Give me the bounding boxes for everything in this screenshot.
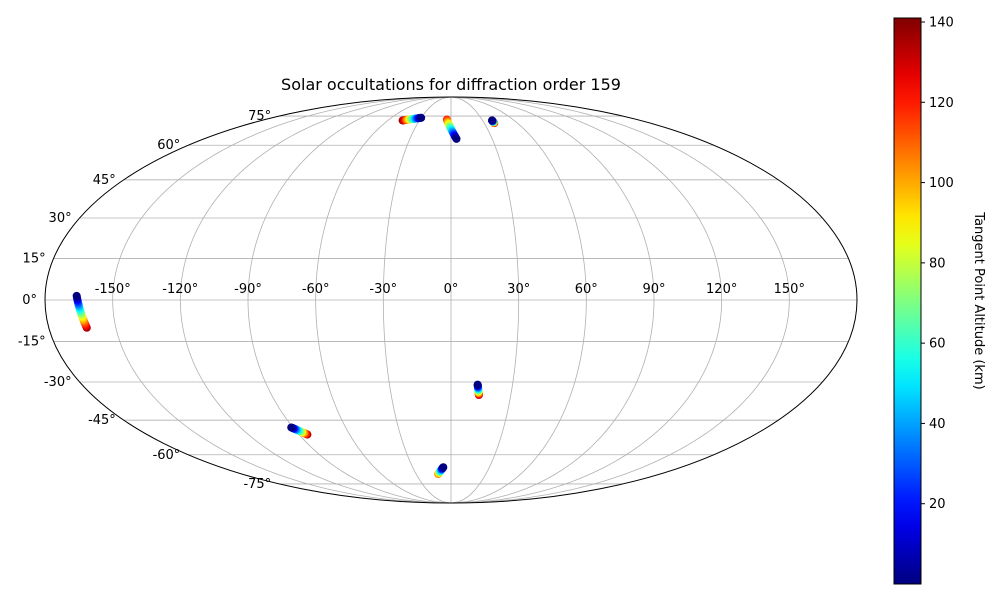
meridian-line <box>179 96 452 504</box>
latitude-tick-label: -75° <box>243 477 271 492</box>
longitude-tick-label: -30° <box>369 282 397 297</box>
meridian-line <box>450 96 790 504</box>
meridian-line <box>450 96 587 504</box>
meridian-line <box>247 96 452 504</box>
longitude-tick-label: 90° <box>642 282 665 297</box>
longitude-tick-label: -90° <box>234 282 262 297</box>
meridian-line <box>112 96 452 504</box>
meridian-line <box>450 96 655 504</box>
colorbar-gradient <box>893 17 922 585</box>
colorbar-tick-label: 20 <box>929 497 946 512</box>
occultation-point <box>287 423 296 432</box>
colorbar-tick-label: 120 <box>929 96 954 111</box>
longitude-tick-label: 60° <box>575 282 598 297</box>
map-outline <box>44 96 858 504</box>
graticule <box>44 96 858 504</box>
latitude-tick-label: 75° <box>248 109 271 124</box>
occultation-track <box>398 113 426 125</box>
colorbar-tick-label: 100 <box>929 176 954 191</box>
occultation-track <box>434 463 448 479</box>
latitude-tick-label: 60° <box>157 138 180 153</box>
longitude-tick-label: -120° <box>162 282 198 297</box>
colorbar-tick-label: 40 <box>929 417 946 432</box>
colorbar-tick-label: 60 <box>929 337 946 352</box>
occultation-track <box>287 423 312 439</box>
latitude-tick-label: -45° <box>88 413 116 428</box>
latitude-tick-label: 30° <box>49 211 72 226</box>
colorbar-tick-label: 140 <box>929 16 954 31</box>
latitude-tick-label: -30° <box>44 375 72 390</box>
colorbar-ticks: 20 40 60 80 100 120 140 <box>921 16 954 512</box>
longitude-tick-label: -150° <box>95 282 131 297</box>
longitude-tick-label: 30° <box>507 282 530 297</box>
occultation-track <box>442 115 461 143</box>
occultation-point <box>473 380 482 389</box>
longitude-tick-label: 0° <box>444 282 459 297</box>
longitude-tick-label: -60° <box>302 282 330 297</box>
occultation-track <box>488 116 499 128</box>
chart-title: Solar occultations for diffraction order… <box>281 75 621 94</box>
meridian-line <box>450 96 520 504</box>
colorbar: 20 40 60 80 100 120 140 Tangent Point Altitude… <box>893 16 986 585</box>
latitude-tick-label: 0° <box>22 293 37 308</box>
longitude-tick-label: 150° <box>774 282 805 297</box>
occultation-points <box>72 113 499 479</box>
occultation-point <box>417 113 426 122</box>
occultation-track <box>473 380 483 400</box>
longitude-tick-label: 120° <box>706 282 737 297</box>
latitude-tick-labels: 75° 60° 45° 30° 15° 0° -15° -30° -45° -60° -75° <box>18 109 271 492</box>
occultation-point <box>452 134 461 143</box>
colorbar-label: Tangent Point Altitude (km) <box>971 211 986 389</box>
occultation-point <box>488 116 497 125</box>
latitude-tick-label: -60° <box>153 448 181 463</box>
occultation-track <box>72 291 91 332</box>
meridian-line <box>315 96 452 504</box>
latitude-tick-label: 15° <box>23 251 46 266</box>
meridian-line <box>450 96 723 504</box>
meridian-line <box>382 96 452 504</box>
occultation-point <box>72 291 81 300</box>
longitude-tick-labels: -150° -120° -90° -60° -30° 0° 30° 60° 90° 120° 150… <box>95 282 805 297</box>
colorbar-tick-label: 80 <box>929 256 946 271</box>
latitude-tick-label: -15° <box>18 335 46 350</box>
latitude-tick-label: 45° <box>93 173 116 188</box>
occultation-point <box>439 463 448 472</box>
